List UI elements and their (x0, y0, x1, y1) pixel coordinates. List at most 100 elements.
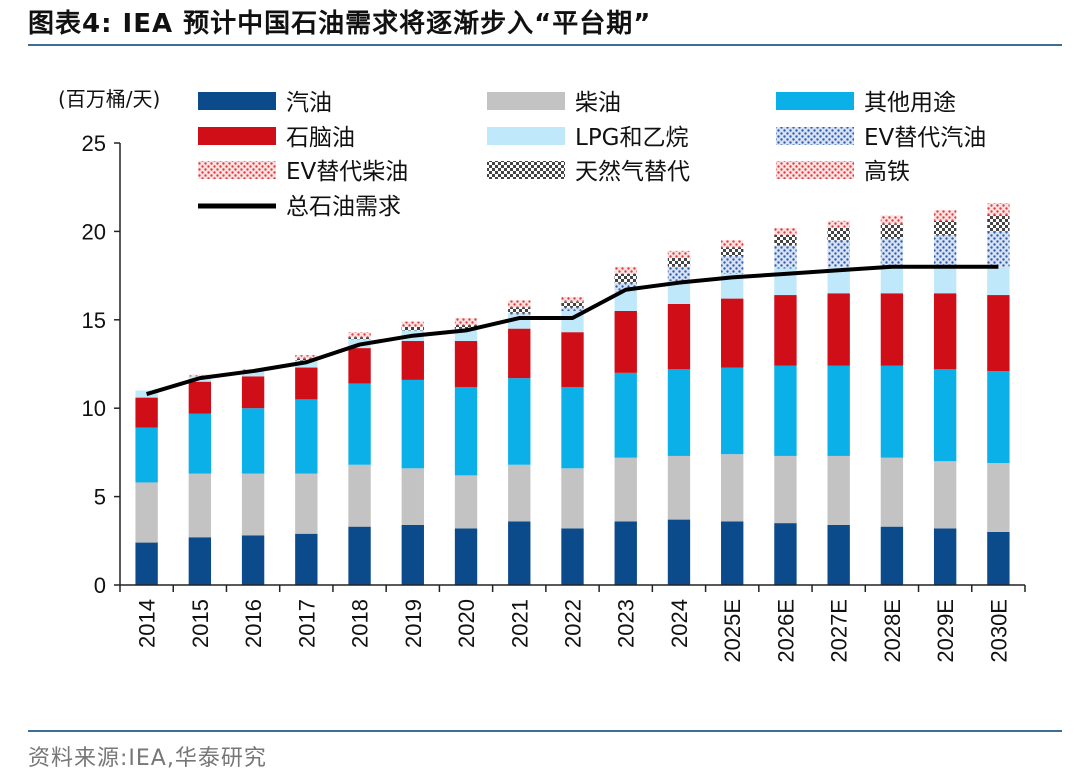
bar-stack (188, 374, 212, 585)
bar-stack (667, 250, 691, 585)
bar-segment-gas_sub (295, 358, 318, 361)
bar-segment-gasoline (295, 533, 318, 585)
bar-segment-naphtha (561, 332, 584, 387)
bar-segment-ev_gasoline (987, 231, 1010, 267)
bar-segment-gasoline (614, 521, 637, 585)
legend-label: 柴油 (575, 90, 621, 116)
legend-label: EV替代汽油 (864, 125, 986, 151)
bar-segment-gas_sub (508, 307, 531, 313)
bar-segment-other (774, 365, 797, 456)
legend-item-gasoline: 汽油 (198, 90, 332, 116)
bar-segment-lpg (454, 330, 478, 342)
legend-swatch (776, 92, 854, 110)
bar-segment-gas_sub (667, 257, 691, 267)
unit-label: (百万桶/天) (58, 87, 160, 111)
bar-stack (827, 220, 850, 585)
bar-stack (454, 318, 478, 585)
bar-segment-hsr (295, 355, 318, 359)
bar-segment-other (561, 386, 584, 469)
bar-segment-hsr (188, 374, 212, 377)
bar-segment-other (348, 383, 371, 465)
x-tick-label: 2029E (933, 599, 958, 663)
bar-segment-gasoline (348, 526, 371, 585)
bar-segment-other (827, 365, 850, 456)
x-tick-label: 2025E (720, 599, 745, 663)
legend-item-gas_sub: 天然气替代 (487, 159, 690, 185)
bar-segment-gas_sub (880, 224, 904, 239)
chart-header: 图表4: IEA 预计中国石油需求将逐渐步入“平台期” (28, 6, 1062, 42)
legend-swatch (487, 161, 565, 179)
bar-segment-diesel (987, 463, 1010, 532)
bar-segment-other (614, 372, 637, 458)
x-tick-label: 2027E (827, 599, 852, 663)
bar-segment-naphtha (295, 367, 318, 400)
bar-stack (987, 203, 1010, 585)
x-axis: 2014 2015 2016 2017 2018 2019 2020 2021 2022 2023… (119, 584, 1026, 663)
bar-segment-diesel (721, 454, 744, 522)
legend-item-hsr: 高铁 (776, 159, 910, 185)
x-tick-label: 2023 (614, 599, 639, 648)
bar-stack (295, 355, 318, 585)
bar-segment-hsr (614, 266, 637, 274)
x-tick-label: 2019 (401, 599, 426, 648)
bar-stack (880, 215, 904, 585)
bar-segment-ev_gasoline (561, 307, 584, 311)
bar-segment-hsr (401, 321, 424, 327)
bar-segment-ev_gasoline (667, 266, 691, 281)
x-tick-label: 2030E (986, 599, 1011, 663)
y-axis: 0 5 10 15 20 25 (82, 131, 121, 598)
bar-stack (348, 332, 371, 585)
chart-title: 图表4: IEA 预计中国石油需求将逐渐步入“平台期” (28, 9, 652, 39)
bar-segment-ev_gasoline (933, 234, 957, 267)
bar-segment-gas_sub (933, 220, 957, 235)
bar-segment-lpg (241, 371, 265, 377)
bar-segment-hsr (933, 210, 957, 221)
bar-segment-lpg (721, 273, 744, 299)
bar-segment-gasoline (667, 519, 691, 585)
bar-segment-hsr (774, 227, 797, 235)
x-tick-label: 2018 (348, 599, 373, 648)
bar-segment-gasoline (987, 531, 1010, 585)
bar-segment-naphtha (721, 298, 744, 368)
bar-segment-naphtha (827, 293, 850, 366)
bar-segment-gasoline (401, 524, 424, 585)
bar-segment-naphtha (135, 397, 158, 428)
legend-item-naphtha: 石脑油 (198, 125, 355, 151)
bar-segment-gasoline (561, 528, 584, 585)
bar-segment-other (241, 408, 265, 474)
bars (135, 203, 1010, 585)
bar-segment-gas_sub (401, 326, 424, 331)
bar-segment-naphtha (508, 328, 531, 379)
bar-segment-lpg (614, 291, 637, 311)
bar-segment-other (401, 379, 424, 469)
bar-segment-gasoline (880, 526, 904, 585)
bar-segment-diesel (667, 455, 691, 520)
x-tick-label: 2020 (454, 599, 479, 648)
legend-item-diesel: 柴油 (487, 90, 621, 116)
bar-segment-naphtha (454, 341, 478, 387)
bar-segment-ev_gasoline (827, 240, 850, 267)
bar-segment-lpg (667, 280, 691, 304)
legend-label: 天然气替代 (575, 159, 690, 185)
x-tick-label: 2022 (561, 599, 586, 648)
bar-segment-naphtha (667, 303, 691, 370)
bar-segment-hsr (561, 296, 584, 303)
legend-item-ev_diesel: EV替代柴油 (198, 159, 408, 185)
legend-swatch (487, 127, 565, 145)
bar-segment-diesel (135, 482, 158, 543)
bar-segment-ev_gasoline (614, 282, 637, 292)
bar-segment-naphtha (933, 293, 957, 370)
bar-segment-diesel (880, 457, 904, 527)
legend-label: 汽油 (286, 90, 332, 116)
legend-label: LPG和乙烷 (575, 125, 689, 151)
bar-segment-diesel (774, 455, 797, 524)
bar-segment-naphtha (348, 348, 371, 384)
bar-stack (774, 227, 797, 585)
bar-segment-gas_sub (348, 337, 371, 340)
bar-segment-diesel (614, 457, 637, 522)
x-tick-label: 2021 (507, 599, 532, 648)
bar-segment-lpg (880, 266, 904, 294)
bar-segment-hsr (880, 215, 904, 225)
x-tick-label: 2014 (135, 599, 160, 648)
bar-segment-ev_gasoline (721, 256, 744, 274)
